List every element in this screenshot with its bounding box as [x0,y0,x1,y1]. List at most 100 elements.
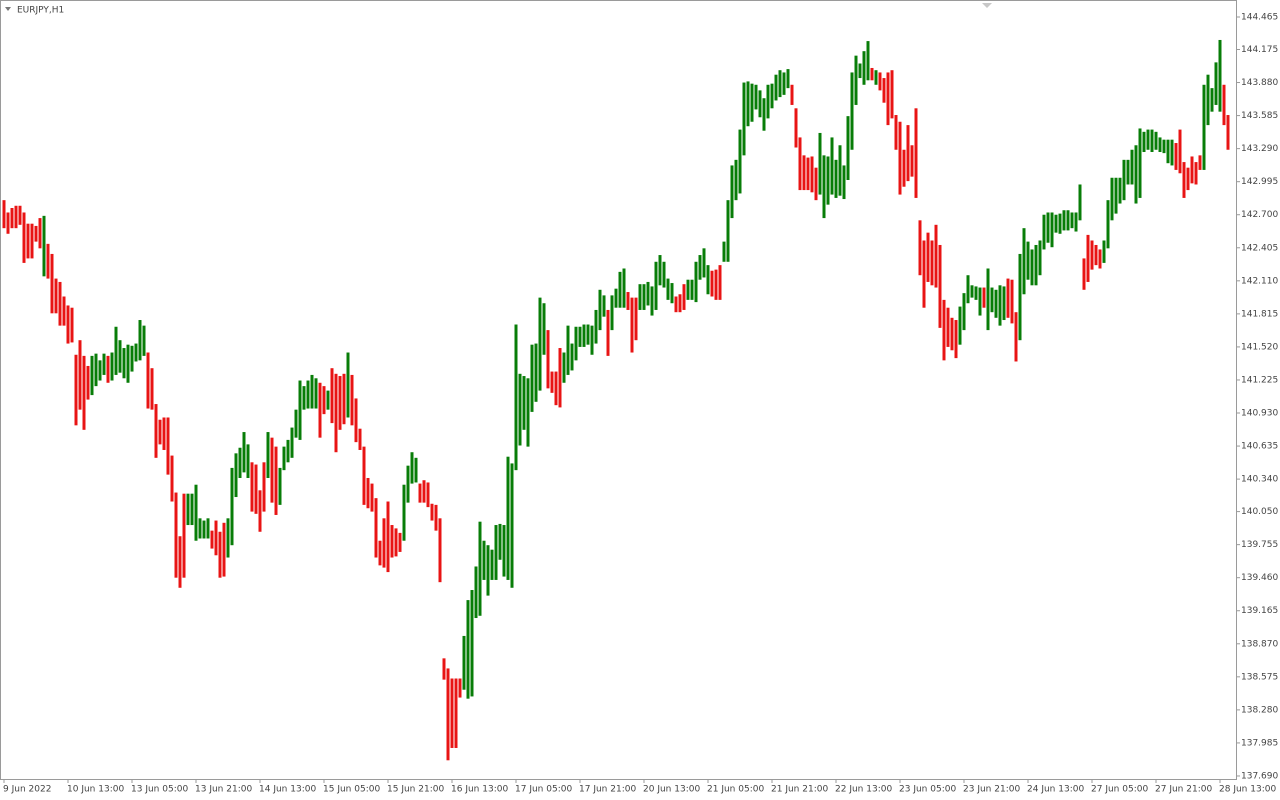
price-bar [382,518,386,568]
price-bar [1182,162,1186,198]
y-tick-label: 140.340 [1241,475,1278,485]
price-bar [106,355,110,383]
price-bar [674,296,678,313]
price-bar [890,70,894,119]
y-tick-label: 137.690 [1241,771,1278,781]
price-bar [894,115,898,150]
price-bar [1022,228,1026,295]
y-tick-label: 142.110 [1241,276,1278,286]
price-bar [718,265,722,300]
price-bar [962,293,966,331]
y-tick-label: 139.755 [1241,540,1278,550]
price-bar [1142,131,1146,152]
price-bar [446,668,450,761]
price-bar [802,155,806,191]
price-bar [606,309,610,356]
price-bar [714,269,718,300]
price-bar [226,518,230,558]
price-bar [354,398,358,443]
price-bar [266,432,270,478]
price-bar [790,84,794,105]
price-bar [110,352,114,381]
y-tick-label: 139.165 [1241,606,1278,616]
price-bar [910,145,914,177]
price-bar [638,284,642,310]
price-bar [86,365,90,400]
price-bar [402,484,406,541]
price-bar [1134,145,1138,204]
price-bar [282,446,286,471]
price-bar [494,525,498,580]
price-bar [302,386,306,410]
price-bar [918,220,922,276]
price-bar [722,241,726,262]
price-bar [826,156,830,205]
price-bar [322,386,326,415]
price-bar [1046,212,1050,243]
price-bar [658,255,662,286]
price-bar [230,467,234,546]
plot-frame [0,0,1237,780]
price-bar [154,404,158,458]
price-bar [710,270,714,297]
price-bar [678,294,682,313]
price-bar [206,518,210,539]
price-bar [1034,244,1038,286]
price-bar [406,465,410,503]
price-bar [30,223,34,259]
price-bar [558,348,562,408]
price-bar [130,345,134,372]
price-bar [914,108,918,198]
y-tick-label: 144.175 [1241,45,1278,55]
price-bar [562,352,566,383]
price-bar [234,453,238,498]
x-tick-label: 20 Jun 13:00 [643,785,700,795]
price-bar [1202,84,1206,170]
price-bar [642,284,646,310]
price-bar [1150,129,1154,152]
price-bar [838,145,842,196]
price-bar [386,501,390,573]
x-tick-label: 10 Jun 13:00 [67,785,124,795]
price-bar [246,444,250,478]
price-bar [350,374,354,426]
price-bar [1214,62,1218,105]
price-bar [990,287,994,313]
y-tick-label: 138.870 [1241,639,1278,649]
price-bar [54,278,58,314]
x-tick-label: 15 Jun 05:00 [323,785,380,795]
symbol-menu-arrow[interactable] [5,7,11,11]
price-bar [706,265,710,295]
y-tick-label: 140.930 [1241,409,1278,419]
y-tick-label: 141.815 [1241,309,1278,319]
shift-marker[interactable] [982,3,992,8]
price-bar [150,368,154,410]
price-bar [378,540,382,566]
price-bar [466,600,470,699]
x-tick-label: 24 Jun 13:00 [1027,785,1084,795]
price-bar [70,307,74,343]
price-bar [498,523,502,560]
price-bar [46,243,50,279]
price-bar [1126,159,1130,185]
price-bar [138,320,142,361]
price-bar [1082,258,1086,290]
price-bar [974,286,978,300]
price-bar [74,354,78,426]
price-bar [1122,159,1126,201]
price-bar [954,320,958,359]
price-bar [482,540,486,580]
price-bar [1050,212,1054,248]
price-bar [170,455,174,502]
price-bar [594,309,598,344]
price-bar [194,484,198,541]
price-bar [318,382,322,438]
price-bar [686,279,690,300]
price-bar [1106,200,1110,249]
price-bar [1098,249,1102,269]
price-bar [522,376,526,430]
price-bar [538,297,542,391]
y-tick-label: 140.635 [1241,442,1278,452]
price-bar [698,255,702,280]
price-bar [198,518,202,539]
